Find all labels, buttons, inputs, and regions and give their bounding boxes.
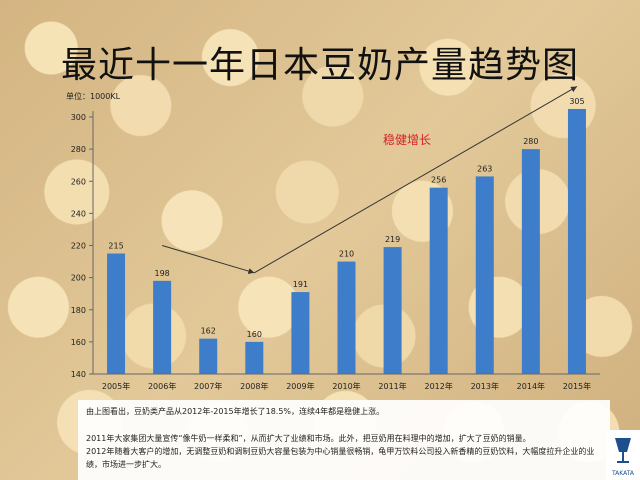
bar-chart: 单位：1000KL 140 160 180 200 220 240 260 280 300 21… <box>66 86 600 391</box>
bar <box>107 253 126 374</box>
bar-value-label: 162 <box>201 327 216 336</box>
bar <box>521 149 540 374</box>
y-tick-label: 200 <box>71 274 86 283</box>
bar <box>383 247 402 374</box>
trend-arrow-down <box>161 245 255 274</box>
bar <box>567 108 586 374</box>
y-tick-label: 180 <box>71 306 86 315</box>
bar-value-label: 198 <box>154 269 169 278</box>
logo-text: TAKATA <box>611 470 635 477</box>
bar <box>337 261 356 374</box>
note-details: 2011年大家集团大量宣传“像牛奶一样柔和”，从而扩大了业绩和市场。此外，把豆奶… <box>86 432 606 471</box>
x-tick-label: 2011年 <box>378 381 406 391</box>
chart-title: 最近十一年日本豆奶产量趋势图 <box>60 45 579 86</box>
x-tick-label: 2007年 <box>194 381 222 391</box>
bar-value-label: 263 <box>477 164 492 173</box>
bar-value-label: 256 <box>431 176 446 185</box>
notes-box: 由上图看出，豆奶类产品从2012年-2015年增长了18.5%，连续4年都是稳健… <box>78 400 610 480</box>
glass-icon <box>615 438 631 463</box>
bar-value-label: 160 <box>247 330 262 339</box>
unit-label: 单位：1000KL <box>66 91 121 101</box>
y-tick-label: 140 <box>71 370 86 379</box>
bar <box>429 187 448 374</box>
bar <box>245 341 264 374</box>
x-tick-label: 2009年 <box>286 381 314 391</box>
y-axis: 140 160 180 200 220 240 260 280 300 <box>71 111 94 379</box>
bar-value-label: 219 <box>385 235 400 244</box>
growth-annotation: 稳健增长 <box>383 132 431 147</box>
x-tick-label: 2014年 <box>517 381 545 391</box>
x-tick-label: 2010年 <box>332 381 360 391</box>
x-tick-label: 2013年 <box>471 381 499 391</box>
bars-group: 215 198 162 160 191 210 219 256 263 280 305 <box>107 97 586 374</box>
y-tick-label: 260 <box>71 177 86 186</box>
x-tick-label: 2012年 <box>425 381 453 391</box>
bar <box>199 338 218 374</box>
bar <box>475 176 494 374</box>
bar <box>153 280 172 374</box>
trend-arrow-up <box>254 86 578 274</box>
bar-value-label: 215 <box>108 242 123 251</box>
y-tick-label: 280 <box>71 145 86 154</box>
bar-value-label: 280 <box>523 137 538 146</box>
bar <box>291 292 310 374</box>
x-tick-label: 2006年 <box>148 381 176 391</box>
note-summary: 由上图看出，豆奶类产品从2012年-2015年增长了18.5%，连续4年都是稳健… <box>86 407 385 416</box>
y-tick-label: 300 <box>71 113 86 122</box>
x-tick-label: 2015年 <box>563 381 591 391</box>
trend-arrow <box>161 86 578 274</box>
y-tick-label: 220 <box>71 242 86 251</box>
bar-value-label: 210 <box>339 250 354 259</box>
y-tick-label: 240 <box>71 209 86 218</box>
y-tick-label: 160 <box>71 338 86 347</box>
bar-value-label: 191 <box>293 280 308 289</box>
note-2012: 2012年随着大客户的增加，无调整豆奶和调制豆奶大容量包装为中心销量很畅销，龟甲… <box>86 447 595 469</box>
x-axis: 2005年 2006年 2007年 2008年 2009年 2010年 2011年 2012年… <box>93 373 600 391</box>
bar-value-label: 305 <box>569 97 584 106</box>
x-tick-label: 2008年 <box>240 381 268 391</box>
x-tick-label: 2005年 <box>102 381 130 391</box>
note-2011: 2011年大家集团大量宣传“像牛奶一样柔和”，从而扩大了业绩和市场。此外，把豆奶… <box>86 434 531 443</box>
takata-logo: TAKATA <box>606 430 640 480</box>
